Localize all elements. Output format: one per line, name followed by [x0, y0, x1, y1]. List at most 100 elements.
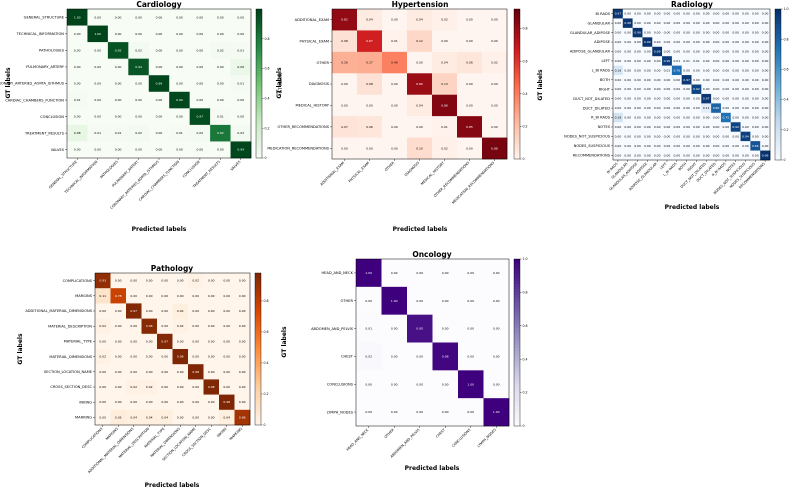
- heatmap-cell: [711, 46, 722, 57]
- heatmap-cell: [642, 37, 653, 48]
- cell-value: 0.00: [732, 134, 739, 138]
- heatmap-cell: [691, 93, 702, 104]
- row-label: DUCT_DILATED: [583, 106, 610, 110]
- cell-value: 0.26: [341, 61, 348, 65]
- heatmap-cell: [141, 364, 158, 380]
- cell-value: 0.00: [624, 12, 631, 16]
- heatmap-cell: [188, 273, 204, 289]
- cell-value: 0.00: [752, 68, 759, 72]
- cell-value: 0.00: [654, 134, 661, 138]
- cell-value: 0.00: [654, 153, 661, 157]
- heatmap-cell: [381, 398, 408, 427]
- heatmap-cell: [110, 409, 127, 426]
- colorbar-segment: [775, 139, 781, 143]
- colorbar-segment: [775, 122, 781, 126]
- row-label: TECHNICAL_INFORMATION: [16, 32, 65, 36]
- heatmap-cell: [357, 73, 383, 96]
- row-label: PATHOLOGIES: [39, 49, 65, 53]
- cell-value: 0.00: [416, 125, 423, 129]
- colorbar-segment: [775, 137, 781, 141]
- cell-value: 0.00: [115, 15, 122, 19]
- cell-value: 0.00: [742, 116, 749, 120]
- heatmap-cell: [652, 131, 663, 142]
- cell-value: 0.00: [723, 40, 730, 44]
- heatmap-cell: [157, 409, 173, 426]
- heatmap-cell: [652, 122, 663, 132]
- heatmap-cell: [671, 131, 682, 142]
- cell-value: 0.00: [493, 271, 500, 275]
- colorbar-segment: [775, 61, 781, 65]
- colorbar-segment: [514, 84, 520, 87]
- column-label: BOTH: [678, 162, 688, 172]
- colorbar: 0 0.2 0.4 0.6 0.8: [255, 8, 270, 160]
- heatmap-cell: [483, 259, 510, 288]
- colorbar-tick-label: 0: [523, 157, 525, 161]
- cell-value: 0.99: [762, 153, 769, 157]
- cell-value: 0.00: [146, 355, 153, 359]
- cell-value: 0.00: [634, 97, 641, 101]
- cell-value: 0.99: [156, 82, 163, 86]
- cell-value: 0.00: [442, 382, 449, 386]
- heatmap-cell: [740, 112, 751, 123]
- colorbar-tick-label: 1.0: [784, 7, 789, 11]
- cell-value: 0.00: [673, 40, 680, 44]
- colorbar-segment: [514, 311, 520, 315]
- colorbar-tick-label: 0.4: [523, 357, 528, 361]
- colorbar-segment: [256, 61, 262, 64]
- heatmap-cell: [87, 124, 109, 142]
- heatmap-cell: [681, 65, 692, 76]
- cell-value: 0.00: [192, 294, 199, 298]
- cell-value: 0.00: [693, 97, 700, 101]
- cell-value: 0.00: [713, 125, 720, 129]
- cell-value: 0.00: [742, 144, 749, 148]
- heatmap-cell: [622, 84, 633, 95]
- heatmap-cell: [681, 84, 692, 95]
- cell-value: 0.00: [673, 116, 680, 120]
- cell-value: 0.00: [723, 144, 730, 148]
- row-label: VALVES: [51, 148, 65, 152]
- heatmap-cell: [203, 349, 220, 365]
- heatmap-cell: [691, 75, 702, 85]
- colorbar-segment: [255, 273, 261, 276]
- heatmap-cell: [169, 141, 190, 159]
- heatmap-cell: [203, 379, 220, 395]
- cell-value: 0.00: [99, 415, 106, 419]
- colorbar-tick-label: 0.8: [264, 299, 269, 303]
- heatmap-cell: [622, 27, 633, 38]
- cell-value: 0.00: [673, 106, 680, 110]
- colorbar-segment: [256, 125, 262, 129]
- cell-value: 0.00: [615, 78, 622, 82]
- heatmap-cell: [632, 27, 643, 38]
- heatmap-cell: [157, 288, 173, 304]
- colorbar-segment: [255, 404, 261, 408]
- heatmap-cell: [432, 370, 459, 399]
- heatmap-cell: [141, 333, 158, 350]
- colorbar-segment: [256, 66, 262, 69]
- row-label: CONCLUSION: [40, 115, 64, 119]
- cell-value: 0.00: [115, 32, 122, 36]
- cell-value: 0.00: [115, 115, 122, 119]
- cell-value: 0.00: [752, 31, 759, 35]
- column-label: PHYSICAL_EXAM: [348, 161, 371, 184]
- cell-value: 0.00: [752, 134, 759, 138]
- heatmap-cell: [482, 137, 508, 160]
- heatmap-cell: [432, 30, 458, 53]
- column-label: MEDICAL_HISTORY: [420, 160, 446, 186]
- colorbar-segment: [256, 46, 262, 50]
- heatmap-cell: [720, 103, 732, 114]
- row-label: CARDIAC_CHAMBERS_FUNCTION: [5, 98, 64, 102]
- heatmap-cell: [128, 141, 150, 159]
- colorbar-segment: [775, 147, 781, 151]
- cell-value: 0.00: [634, 106, 641, 110]
- heatmap-cell: [691, 103, 702, 114]
- heatmap-cell: [613, 122, 624, 132]
- cell-value: 0.00: [365, 410, 372, 414]
- heatmap-cell: [107, 141, 129, 159]
- cell-value: 0.00: [762, 97, 769, 101]
- cell-value: 0.00: [99, 309, 106, 313]
- column-label: TECHNICAL_INFORMATION: [63, 160, 98, 195]
- heatmap-cell: [67, 58, 88, 76]
- cell-value: 0.00: [732, 59, 739, 63]
- colorbar-segment: [514, 339, 520, 343]
- heatmap-cell: [662, 37, 673, 48]
